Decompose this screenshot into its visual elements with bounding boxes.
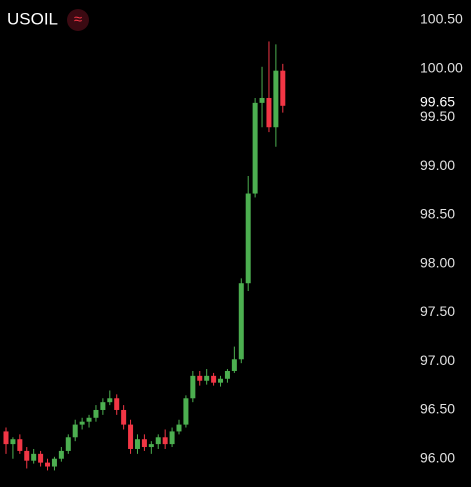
symbol-icon: ≈ [74,11,82,28]
candle-body [45,462,51,467]
candle-body [100,402,106,410]
y-tick-label: 99.00 [420,157,455,173]
last-price-bg [414,94,466,111]
candle-body [10,439,16,445]
candle-body [38,453,44,463]
candle-body [204,375,210,381]
y-tick-label: 96.50 [420,401,455,417]
candle-body [245,193,251,284]
candle-body [238,283,244,360]
candle-body [31,453,37,461]
candle-body [162,437,168,445]
candle-body [176,424,182,432]
candle-body [128,424,134,449]
symbol-icon-bg [67,9,89,31]
candle-body [114,398,120,410]
candle-body [24,450,30,461]
candle-body [134,439,140,449]
candle-body [169,431,175,445]
candle-body [3,431,9,445]
candle-body [107,398,113,403]
y-tick-label: 97.00 [420,352,455,368]
candle-body [231,359,237,371]
candle-body [155,437,161,445]
last-price-label: 99.65 [420,94,455,110]
candle-body [190,375,196,399]
y-tick-label: 100.50 [420,11,463,27]
candle-body [259,97,265,103]
y-tick-label: 98.50 [420,206,455,222]
candle-body [79,421,85,425]
candle-body [65,437,71,451]
y-tick-label: 97.50 [420,303,455,319]
y-tick-label: 99.50 [420,108,455,124]
candle-body [51,458,57,467]
candle-body [148,444,154,448]
candle-body [273,70,279,128]
candle-body [218,378,224,383]
candle-body [197,375,203,381]
candle-body [121,409,127,425]
candle-body [183,398,189,425]
candle-body [58,450,64,459]
candle-body [86,417,92,422]
y-tick-label: 96.00 [420,449,455,465]
candle-body [141,439,147,448]
y-tick-label: 100.00 [420,59,463,75]
candle-body [93,409,99,418]
candle-body [280,70,286,106]
candle-body [17,439,23,451]
candle-body [266,97,272,128]
candle-body [72,424,78,438]
candle-body [211,375,217,383]
candle-body [252,102,258,194]
chart-title: USOIL [7,9,58,28]
y-tick-label: 98.00 [420,254,455,270]
candle-body [224,370,230,379]
